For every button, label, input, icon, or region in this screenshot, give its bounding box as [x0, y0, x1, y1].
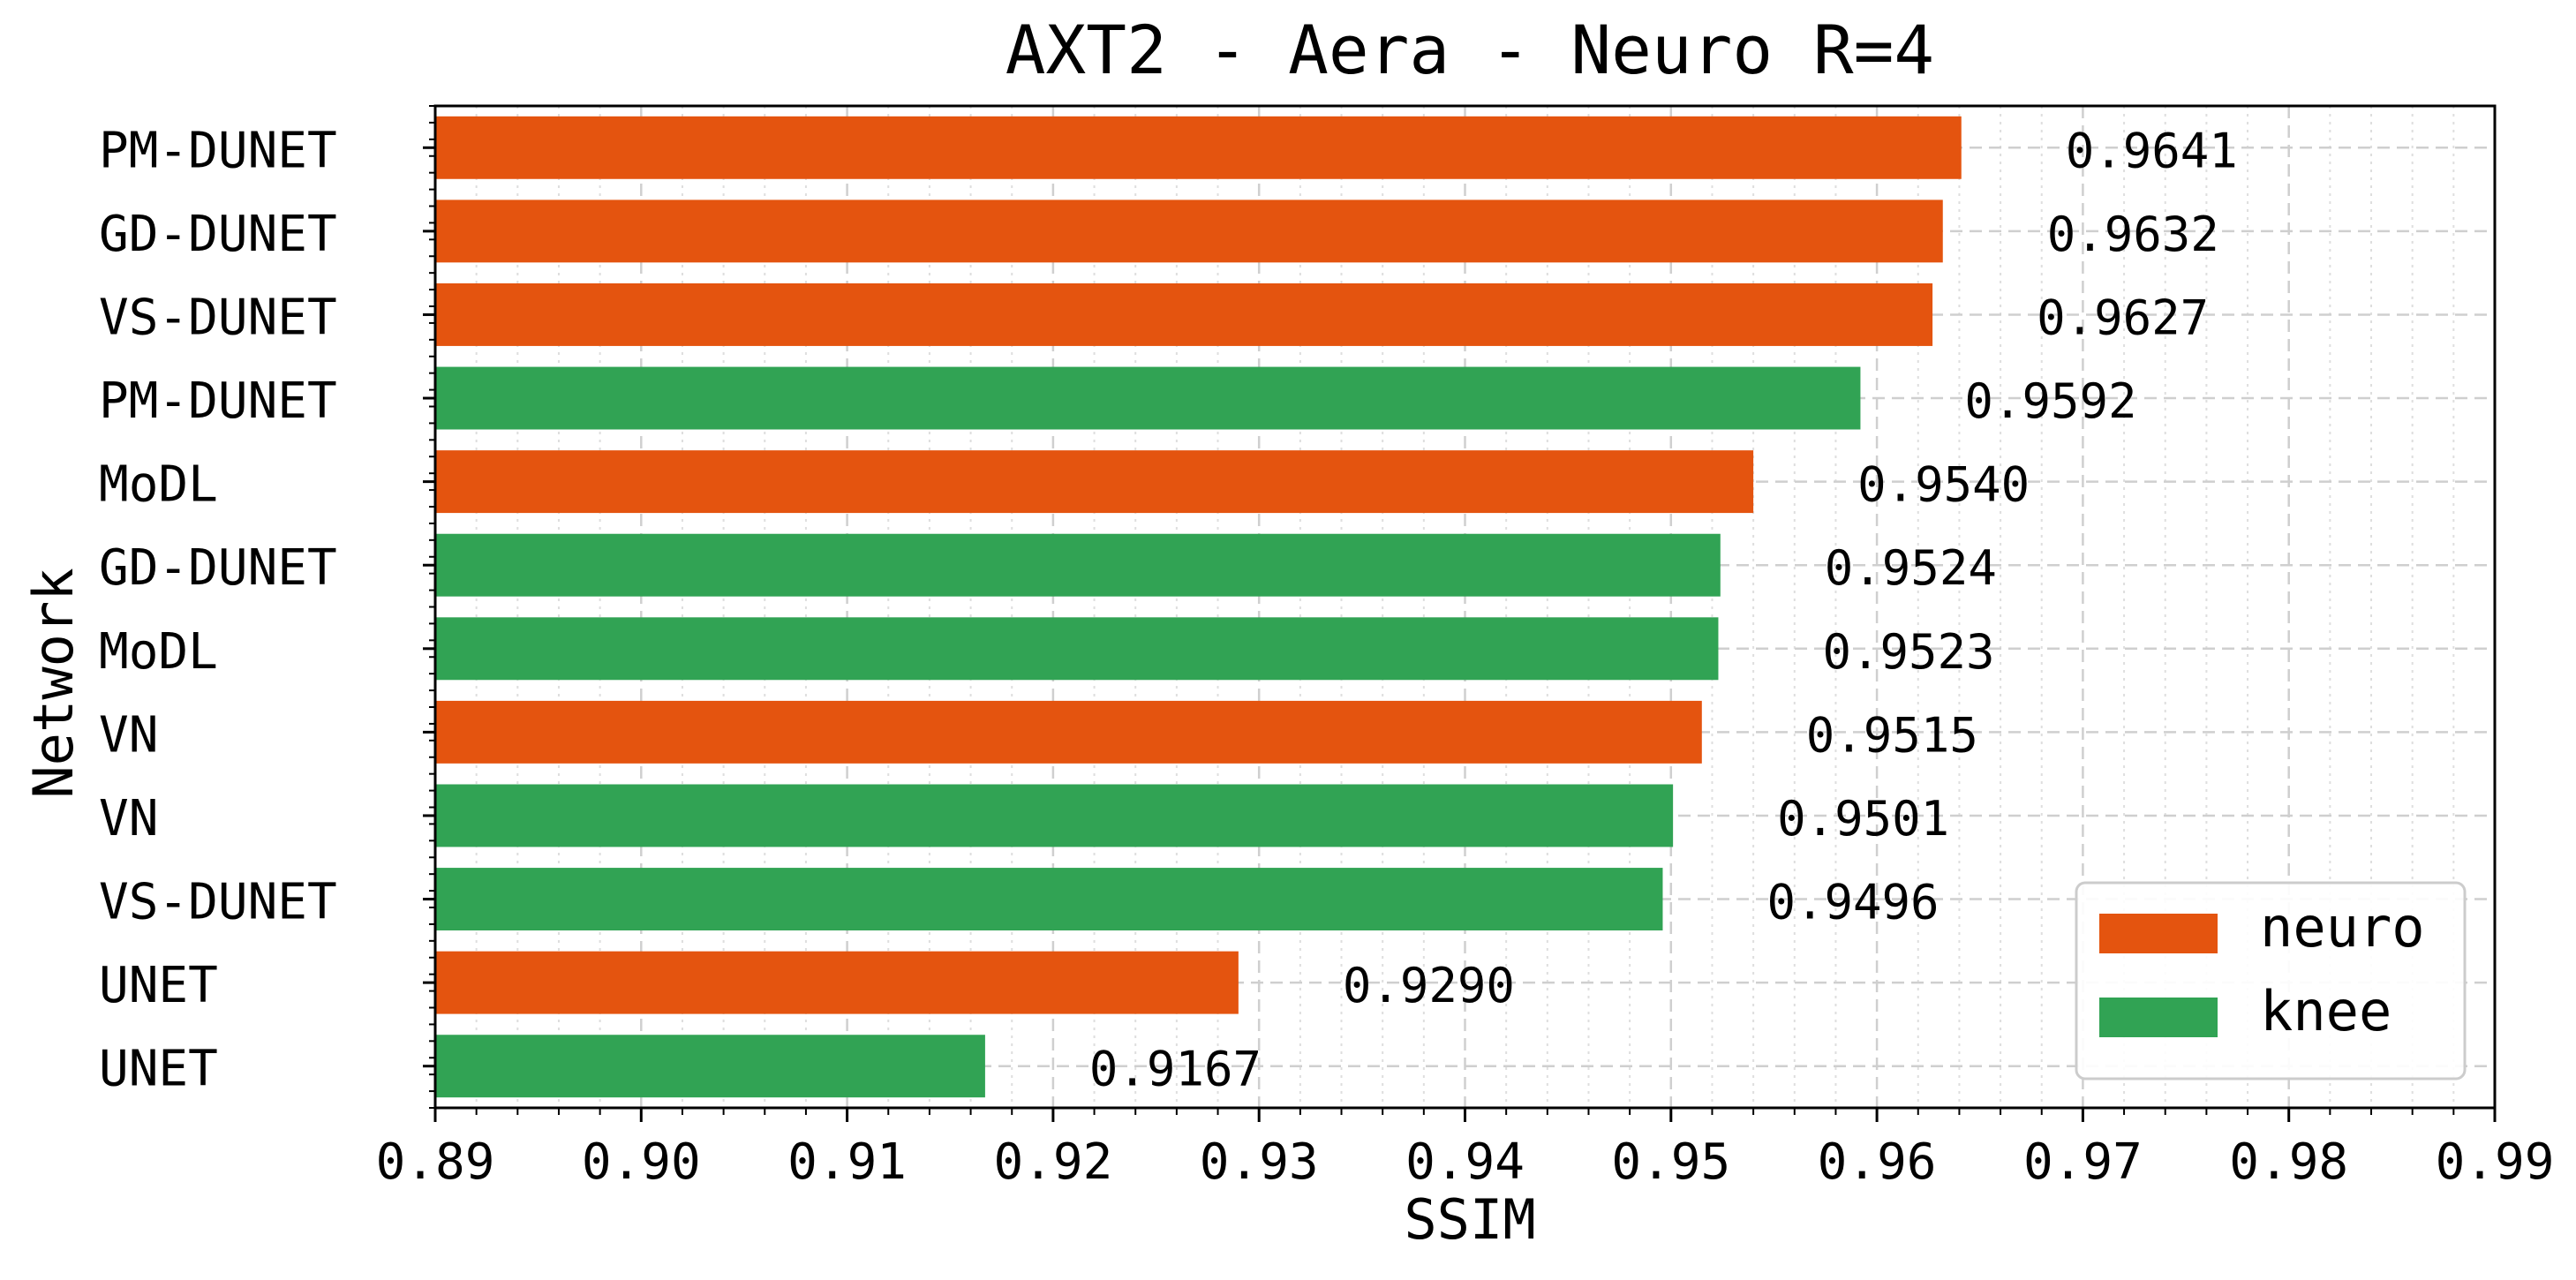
- bar-knee-vn: [435, 784, 1674, 847]
- bar-value-label: 0.9496: [1766, 875, 1939, 930]
- bar-value-label: 0.9641: [2066, 123, 2238, 178]
- bar-neuro-pm-dunet: [435, 116, 1962, 179]
- bar-knee-modl: [435, 617, 1719, 681]
- bar-value-label: 0.9515: [1806, 707, 1978, 763]
- x-tick-label: 0.94: [1405, 1133, 1525, 1191]
- x-tick-label: 0.96: [1818, 1133, 1937, 1191]
- axes-layer: 0.89 0.90 0.91 0.92 0.93 0.94 0.95 0.96 0.97 0.98…: [376, 104, 2555, 1191]
- category-tick-label: MoDL: [99, 623, 218, 681]
- plot-frame: [433, 104, 2497, 1110]
- bar-value-label: 0.9167: [1089, 1042, 1262, 1097]
- x-tick-label: 0.93: [1200, 1133, 1319, 1191]
- bar-knee-unet: [435, 1035, 985, 1098]
- legend-swatch-neuro: [2099, 914, 2218, 953]
- bar-neuro-unet: [435, 951, 1239, 1014]
- category-tick-label: PM-DUNET: [99, 122, 337, 179]
- y-axis-label: Network: [21, 568, 86, 798]
- x-axis-label: SSIM: [1404, 1187, 1535, 1252]
- bar-value-label: 0.9632: [2047, 207, 2219, 262]
- x-tick-label: 0.97: [2023, 1133, 2143, 1191]
- category-tick-label: VS-DUNET: [99, 874, 337, 931]
- category-tick-label: GD-DUNET: [99, 206, 337, 263]
- value-labels-layer: 0.9641 PM-DUNET 0.9632 GD-DUNET 0.9627 VS-DUN…: [99, 122, 2238, 1097]
- bar-neuro-modl: [435, 450, 1754, 514]
- category-tick-label: PM-DUNET: [99, 373, 337, 430]
- legend: neuro knee: [2075, 881, 2467, 1080]
- x-tick-label: 0.95: [1611, 1133, 1730, 1191]
- category-tick-label: VS-DUNET: [99, 289, 337, 346]
- bar-neuro-vn: [435, 700, 1702, 764]
- bar-neuro-vs-dunet: [435, 282, 1933, 346]
- bar-knee-gd-dunet: [435, 533, 1721, 597]
- category-tick-label: MoDL: [99, 456, 218, 514]
- x-tick-label: 0.91: [787, 1133, 907, 1191]
- bar-knee-pm-dunet: [435, 366, 1861, 430]
- x-tick-label: 0.89: [376, 1133, 495, 1191]
- bar-neuro-gd-dunet: [435, 200, 1943, 263]
- x-tick-label: 0.90: [582, 1133, 701, 1191]
- x-tick-label: 0.92: [993, 1133, 1112, 1191]
- bar-value-label: 0.9592: [1964, 373, 2136, 429]
- x-tick-label: 0.98: [2229, 1133, 2348, 1191]
- category-tick-label: UNET: [99, 1041, 218, 1098]
- bar-value-label: 0.9540: [1857, 457, 2030, 513]
- legend-swatch-knee: [2099, 998, 2218, 1037]
- x-tick-label: 0.99: [2436, 1133, 2555, 1191]
- bar-value-label: 0.9523: [1822, 624, 1994, 680]
- bar-value-label: 0.9290: [1343, 958, 1515, 1013]
- legend-label-neuro: neuro: [2260, 895, 2425, 960]
- category-tick-label: UNET: [99, 957, 218, 1014]
- bar-value-label: 0.9524: [1825, 540, 1997, 596]
- bar-value-label: 0.9501: [1777, 791, 1949, 847]
- category-tick-label: VN: [99, 790, 158, 847]
- bars-layer: [435, 116, 1962, 1098]
- chart-title: AXT2 - Aera - Neuro R=4: [1006, 11, 1934, 89]
- category-tick-label: VN: [99, 706, 158, 764]
- bar-knee-vs-dunet: [435, 868, 1663, 931]
- category-tick-label: GD-DUNET: [99, 539, 337, 597]
- bar-value-label: 0.9627: [2037, 290, 2209, 345]
- legend-label-knee: knee: [2260, 979, 2391, 1043]
